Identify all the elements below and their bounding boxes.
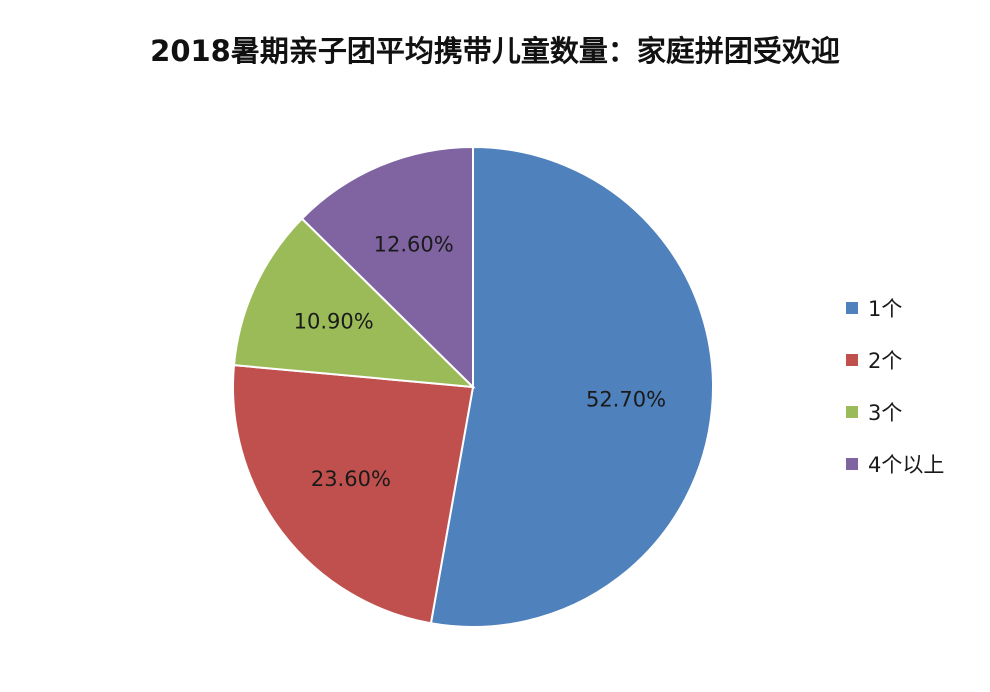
slice-data-label: 52.70%	[586, 388, 666, 412]
legend-item: 2个	[846, 346, 944, 373]
legend-label: 4个以上	[868, 452, 945, 477]
pie-slice	[232, 364, 475, 625]
legend-label: 1个	[868, 296, 903, 321]
legend-swatch	[846, 353, 858, 366]
legend-item: 3个	[846, 398, 944, 425]
legend-label: 3个	[868, 400, 903, 425]
pie-slice	[300, 145, 474, 390]
legend-item: 4个以上	[846, 450, 944, 477]
pie-slice	[429, 145, 714, 628]
chart-title: 2018暑期亲子团平均携带儿童数量：家庭拼团受欢迎	[150, 34, 840, 68]
legend-swatch	[846, 405, 858, 418]
legend-swatch	[846, 301, 858, 314]
legend: 1个 2个 3个 4个以上	[846, 294, 944, 502]
slice-data-label: 23.60%	[311, 467, 391, 491]
pie-slice	[232, 217, 476, 389]
legend-label: 2个	[868, 348, 903, 373]
slice-labels: 52.70% 23.60% 10.90% 12.60%	[294, 232, 666, 491]
slice-data-label: 10.90%	[294, 309, 374, 333]
pie-slices	[232, 145, 714, 628]
legend-swatch	[846, 457, 858, 470]
legend-item: 1个	[846, 294, 944, 321]
slice-data-label: 12.60%	[374, 232, 454, 256]
